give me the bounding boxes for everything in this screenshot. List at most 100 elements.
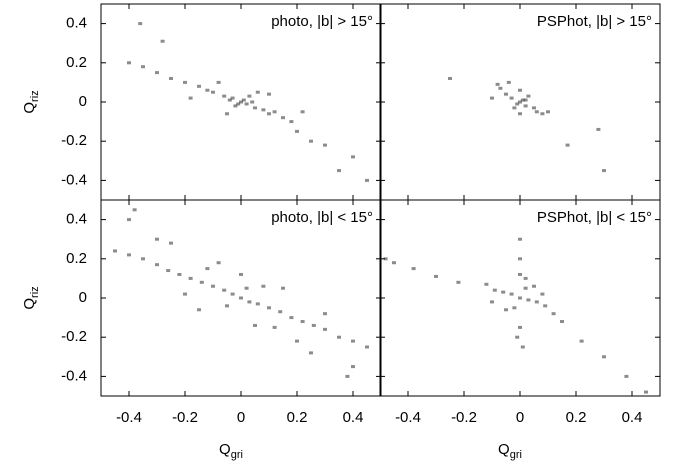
point bbox=[205, 267, 210, 271]
point bbox=[225, 304, 229, 308]
point bbox=[484, 282, 489, 286]
point bbox=[127, 61, 131, 65]
point bbox=[543, 304, 548, 308]
point bbox=[518, 237, 522, 241]
point bbox=[498, 86, 503, 90]
point bbox=[518, 296, 522, 300]
point bbox=[155, 71, 159, 75]
point bbox=[132, 208, 137, 212]
x-axis-label-sub: gri bbox=[510, 449, 522, 461]
point bbox=[155, 263, 159, 267]
point bbox=[211, 284, 215, 288]
point bbox=[169, 76, 173, 80]
point bbox=[526, 298, 531, 302]
point bbox=[183, 292, 187, 296]
y-tick-label: 0.4 bbox=[66, 211, 87, 228]
point bbox=[351, 155, 355, 159]
y-axis-label-main: Q bbox=[21, 298, 38, 310]
point bbox=[239, 100, 243, 104]
point bbox=[113, 249, 117, 253]
point bbox=[255, 302, 260, 306]
point bbox=[261, 284, 266, 288]
point bbox=[239, 296, 243, 300]
point bbox=[216, 80, 221, 84]
point bbox=[520, 98, 525, 102]
point bbox=[351, 365, 355, 369]
y-axis-label-main: Q bbox=[21, 102, 38, 114]
point bbox=[515, 335, 520, 339]
x-axis-label-main: Q bbox=[219, 441, 231, 458]
point bbox=[337, 335, 341, 339]
point bbox=[138, 22, 143, 26]
point bbox=[267, 92, 271, 96]
point bbox=[596, 127, 601, 131]
x-tick-label: -0.2 bbox=[172, 409, 198, 426]
point bbox=[267, 112, 271, 116]
point bbox=[278, 310, 283, 314]
point bbox=[127, 253, 131, 257]
y-axis-label: Qriz bbox=[21, 90, 41, 113]
point bbox=[534, 300, 539, 304]
point bbox=[526, 94, 531, 98]
x-axis-label: Qgri bbox=[498, 441, 522, 461]
point bbox=[188, 276, 193, 280]
point bbox=[222, 94, 227, 98]
x-tick-label: 0.2 bbox=[287, 409, 308, 426]
point bbox=[253, 323, 257, 327]
point bbox=[540, 292, 545, 296]
y-axis-label: Qriz bbox=[21, 286, 41, 309]
point bbox=[504, 308, 508, 312]
point bbox=[456, 280, 461, 284]
x-tick-label: -0.2 bbox=[451, 409, 477, 426]
point bbox=[253, 106, 257, 110]
point bbox=[160, 39, 165, 43]
point bbox=[244, 102, 249, 106]
point bbox=[255, 90, 260, 94]
y-tick-label: -0.2 bbox=[61, 328, 87, 345]
y-tick-label: 0.2 bbox=[66, 250, 87, 267]
annotation: photo, |b| < 15° bbox=[271, 209, 373, 226]
point bbox=[644, 390, 648, 394]
point bbox=[272, 110, 277, 114]
point bbox=[289, 316, 294, 320]
point bbox=[295, 339, 299, 343]
point bbox=[295, 129, 299, 133]
y-axis-label-sub: riz bbox=[29, 286, 41, 298]
point bbox=[383, 257, 388, 261]
x-tick-label: -0.4 bbox=[116, 409, 142, 426]
point bbox=[247, 300, 252, 304]
point bbox=[323, 143, 327, 147]
y-tick-label: -0.4 bbox=[61, 171, 87, 188]
point bbox=[518, 112, 522, 116]
point bbox=[225, 112, 229, 116]
point bbox=[211, 90, 215, 94]
annotation: PSPhot, |b| < 15° bbox=[537, 209, 652, 226]
x-tick-label: 0 bbox=[516, 409, 524, 426]
point bbox=[281, 286, 285, 290]
point bbox=[300, 320, 305, 324]
point bbox=[534, 110, 539, 114]
point bbox=[177, 272, 182, 276]
x-tick-label: 0.2 bbox=[566, 409, 587, 426]
point bbox=[323, 312, 327, 316]
point bbox=[490, 96, 494, 100]
point bbox=[490, 300, 494, 304]
point bbox=[518, 88, 522, 92]
x-tick-label: 0 bbox=[237, 409, 245, 426]
point bbox=[233, 104, 238, 108]
point bbox=[197, 84, 201, 88]
point bbox=[183, 80, 187, 84]
point bbox=[272, 325, 277, 329]
point bbox=[247, 94, 252, 98]
y-tick-label: 0 bbox=[79, 289, 87, 306]
y-tick-label: 0.4 bbox=[66, 15, 87, 32]
point bbox=[523, 98, 528, 102]
point bbox=[540, 112, 545, 116]
point bbox=[300, 110, 305, 114]
point bbox=[448, 76, 452, 80]
point bbox=[155, 237, 159, 241]
point bbox=[127, 218, 131, 222]
point bbox=[244, 286, 249, 290]
point bbox=[546, 110, 550, 114]
